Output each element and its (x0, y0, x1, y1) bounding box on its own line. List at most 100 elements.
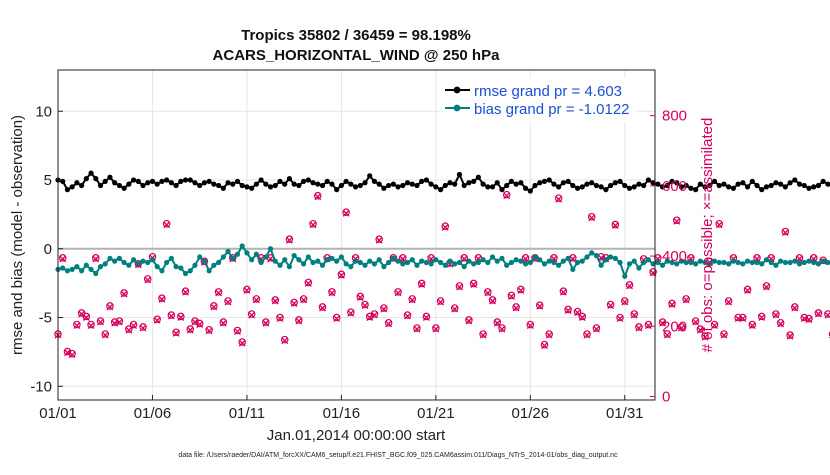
obs-possible-point (300, 296, 306, 302)
obs-possible-point (418, 280, 424, 286)
bias-point (131, 257, 136, 262)
bias-point (277, 263, 282, 268)
rmse-point (391, 182, 396, 187)
rmse-point (504, 183, 509, 188)
rmse-point (419, 179, 424, 184)
bias-point (358, 260, 363, 265)
rmse-point (617, 179, 622, 184)
obs-possible-point (518, 286, 524, 292)
y-tick-label-right: 400 (662, 248, 687, 265)
rmse-point (74, 180, 79, 185)
bias-point (580, 259, 585, 264)
obs-possible-point (796, 255, 802, 261)
bias-point (334, 259, 339, 264)
obs-possible-point (560, 288, 566, 294)
rmse-point (759, 187, 764, 192)
obs-possible-point (626, 282, 632, 288)
obs-possible-point (782, 228, 788, 234)
obs-possible-point (513, 304, 519, 310)
rmse-point (641, 183, 646, 188)
obs-possible-point (494, 319, 500, 325)
bias-point (192, 263, 197, 268)
obs-possible-point (669, 300, 675, 306)
rmse-point (414, 183, 419, 188)
bias-point (169, 256, 174, 261)
rmse-point (528, 188, 533, 193)
bias-point (641, 260, 646, 265)
rmse-point (216, 183, 221, 188)
bias-point (155, 264, 160, 269)
bias-point (556, 263, 561, 268)
rmse-point (395, 184, 400, 189)
bias-point (622, 274, 627, 279)
obs-possible-point (725, 298, 731, 304)
obs-possible-point (343, 209, 349, 215)
bias-point (528, 260, 533, 265)
x-tick-label: 01/06 (134, 405, 172, 422)
rmse-point (547, 177, 552, 182)
obs-possible-point (305, 279, 311, 285)
rmse-point (570, 183, 575, 188)
obs-possible-point (93, 255, 99, 261)
obs-possible-point (409, 296, 415, 302)
bias-point (745, 259, 750, 264)
bias-point (688, 260, 693, 265)
rmse-point (457, 172, 462, 177)
bias-point (107, 256, 112, 261)
bias-point (325, 257, 330, 262)
obs-possible-point (319, 304, 325, 310)
bias-point (292, 253, 297, 258)
rmse-point (584, 182, 589, 187)
rmse-point (802, 183, 807, 188)
rmse-point (471, 179, 476, 184)
bias-point (65, 268, 70, 273)
bias-point (273, 259, 278, 264)
bias-point (98, 264, 103, 269)
y-axis-label-left: rmse and bias (model - observation) (9, 115, 26, 355)
bias-point (225, 249, 230, 254)
rmse-point (381, 186, 386, 191)
x-tick-label: 01/31 (606, 405, 644, 422)
bias-point (207, 268, 212, 273)
bias-point (627, 261, 632, 266)
obs-possible-point (456, 283, 462, 289)
rmse-point (240, 183, 245, 188)
rmse-point (518, 180, 523, 185)
bias-point (400, 261, 405, 266)
bias-point (140, 259, 145, 264)
bias-point (518, 259, 523, 264)
obs-possible-point (107, 303, 113, 309)
obs-possible-point (121, 290, 127, 296)
rmse-point (429, 182, 434, 187)
bias-point (769, 260, 774, 265)
rmse-point (764, 184, 769, 189)
rmse-point (169, 180, 174, 185)
y-tick-label-right: 800 (662, 108, 687, 125)
obs-possible-point (815, 310, 821, 316)
bias-point (230, 256, 235, 261)
obs-possible-point (163, 221, 169, 227)
obs-possible-point (140, 324, 146, 330)
rmse-point (273, 183, 278, 188)
y-tick-label-right: 600 (662, 178, 687, 195)
obs-possible-point (310, 221, 316, 227)
obs-possible-point (253, 296, 259, 302)
y-tick-label-left: 0 (44, 241, 52, 258)
rmse-point (636, 182, 641, 187)
bias-point (693, 261, 698, 266)
bias-point (613, 256, 618, 261)
bias-point (537, 257, 542, 262)
obs-possible-point (400, 255, 406, 261)
bias-point (339, 254, 344, 259)
bias-point (495, 259, 500, 264)
rmse-point (339, 183, 344, 188)
bias-point (254, 252, 259, 257)
bias-point (88, 267, 93, 272)
rmse-point (235, 179, 240, 184)
rmse-point (306, 177, 311, 182)
bias-point (136, 261, 141, 266)
bias-point (381, 264, 386, 269)
bias-point (821, 259, 826, 264)
rmse-point (202, 180, 207, 185)
